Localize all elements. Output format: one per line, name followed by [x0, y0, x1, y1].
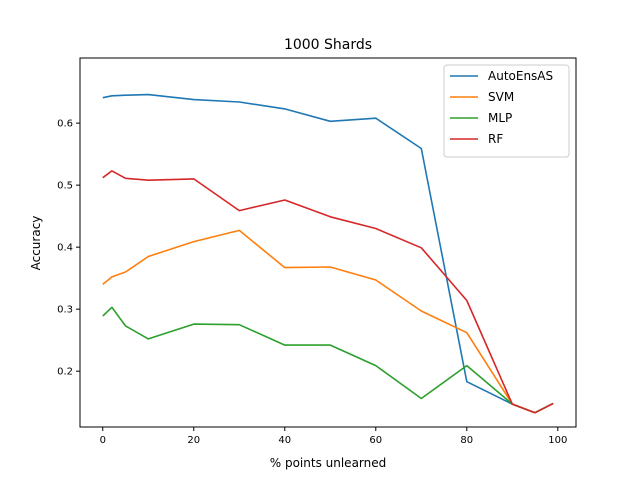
x-axis-ticks: 0 20 40 60 80 100: [100, 427, 567, 446]
series-line-autoensas: [102, 93, 554, 414]
legend-label: AutoEnsAS: [488, 69, 553, 83]
y-axis-label: Accuracy: [29, 216, 43, 271]
y-axis-ticks: 0.2 0.3 0.4 0.5 0.6: [57, 119, 80, 378]
x-tick-label: 60: [369, 435, 382, 446]
x-tick-label: 0: [100, 435, 106, 446]
series-line-svm: [102, 229, 554, 414]
plot-lines: [102, 93, 554, 414]
y-tick-label: 0.4: [57, 243, 73, 254]
x-axis-label: % points unlearned: [270, 456, 387, 470]
legend: AutoEnsAS SVM MLP RF: [443, 64, 570, 158]
x-tick-label: 100: [548, 435, 567, 446]
y-tick-label: 0.5: [57, 181, 73, 192]
x-tick-label: 40: [278, 435, 291, 446]
legend-label: SVM: [488, 90, 514, 104]
y-tick-label: 0.2: [57, 367, 73, 378]
chart-title: 1000 Shards: [284, 37, 372, 53]
x-tick-label: 20: [187, 435, 200, 446]
y-tick-label: 0.6: [57, 119, 73, 130]
legend-label: MLP: [488, 111, 512, 125]
legend-label: RF: [488, 132, 503, 146]
series-line-rf: [102, 170, 554, 414]
plot-frame: [79, 57, 577, 428]
legend-box: [443, 64, 570, 158]
y-tick-label: 0.3: [57, 305, 73, 316]
series-line-mlp: [102, 306, 554, 414]
x-tick-label: 80: [460, 435, 473, 446]
